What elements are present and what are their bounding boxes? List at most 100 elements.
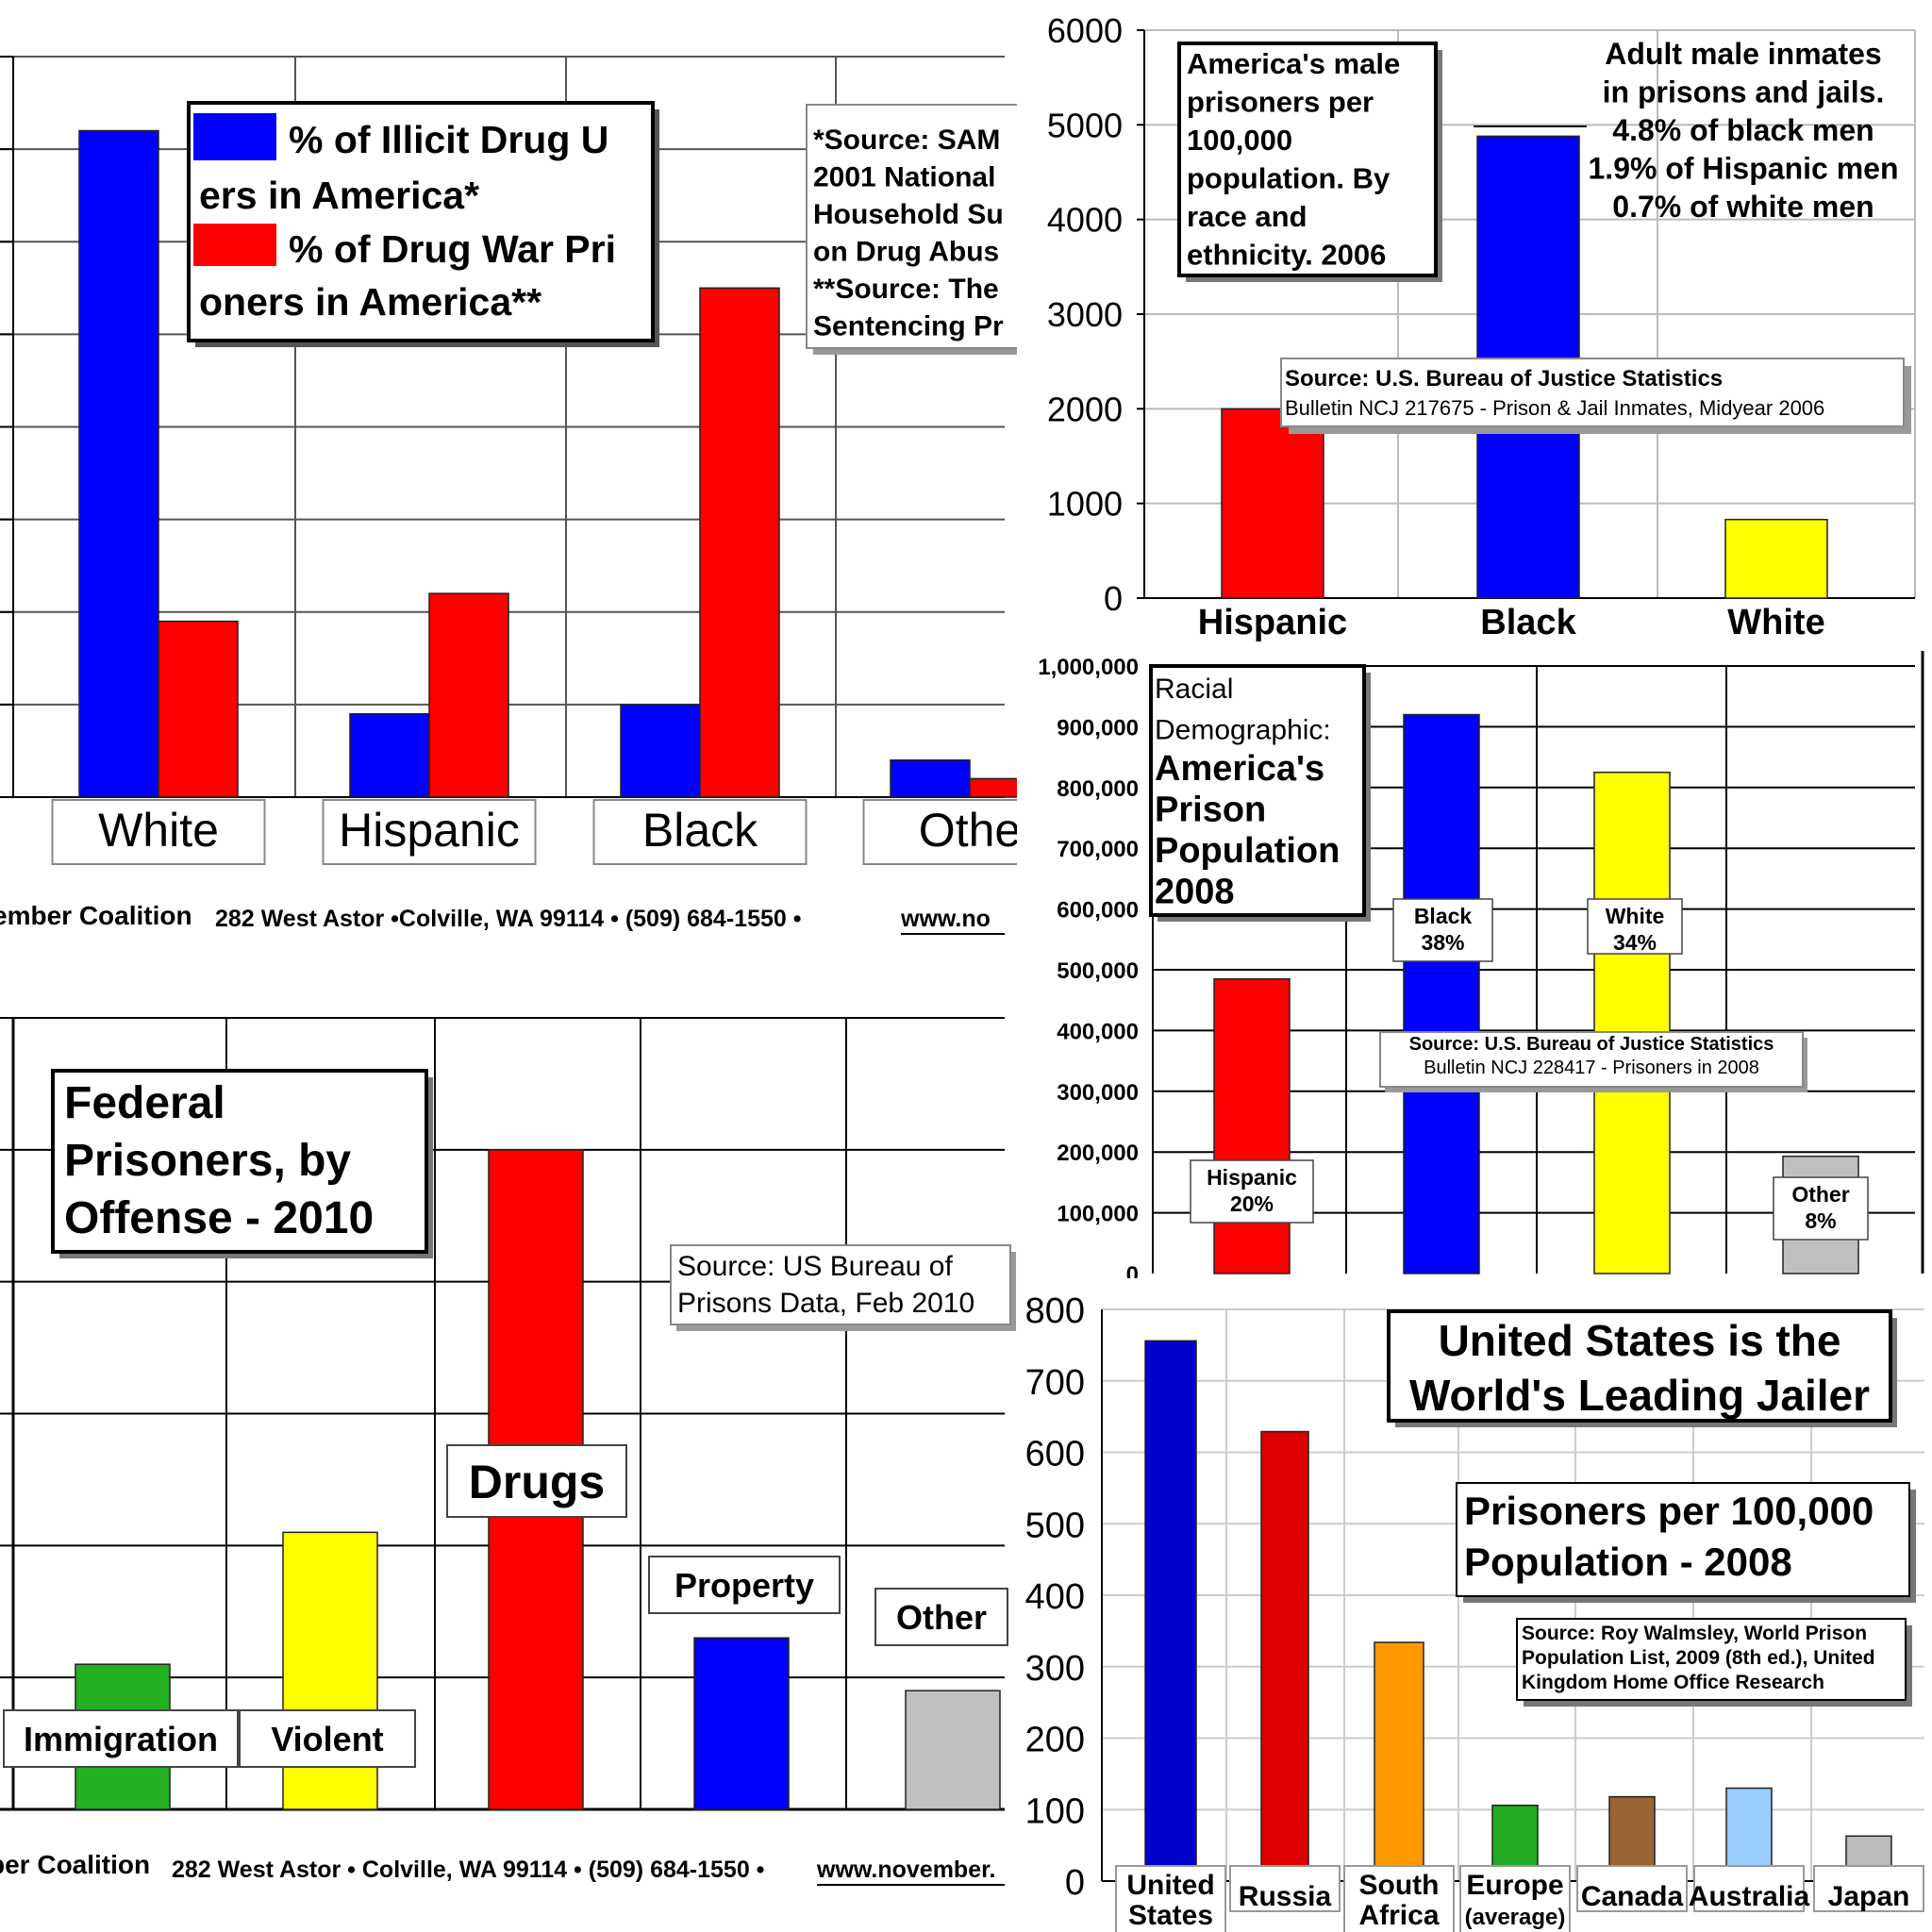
- source-box: [806, 104, 1053, 349]
- y-tick-label: 1000: [1047, 485, 1123, 524]
- footer-logo: ber Coalition: [0, 1850, 150, 1879]
- chart-title-line: Prison: [1155, 791, 1266, 830]
- chart-title-line: America's male: [1187, 47, 1400, 80]
- category-label: Violent: [271, 1720, 383, 1758]
- source-line: Source: U.S. Bureau of Justice Statistic…: [1409, 1034, 1774, 1055]
- footer-logo: ember Coalition: [0, 901, 192, 930]
- data-label-percent: 34%: [1613, 930, 1657, 955]
- legend-entry-drug-prisoners: % of Drug War Pri: [289, 227, 616, 271]
- note-line: 4.8% of black men: [1612, 113, 1874, 147]
- y-tick-label: 200: [1025, 1721, 1085, 1760]
- legend-swatch-red: [193, 224, 276, 266]
- bar-drug-users: [78, 129, 159, 798]
- data-label-category: White: [1606, 904, 1665, 928]
- bar-drug-prisoners: [158, 620, 239, 798]
- country-label-box: [1459, 1865, 1571, 1932]
- source-line: Source: U.S. Bureau of Justice Statistic…: [1285, 366, 1723, 391]
- chart-title-line: population. By: [1187, 162, 1391, 195]
- category-label: Drugs: [469, 1456, 605, 1508]
- category-label-drugs: Drugs: [446, 1444, 627, 1518]
- chart-title: United States is the World's Leading Jail…: [1387, 1309, 1897, 1427]
- country-label: Russia: [1229, 1865, 1341, 1912]
- bar-drug-prisoners: [428, 592, 509, 798]
- category-label-box: [239, 1709, 416, 1768]
- x-tick-label: White: [1727, 603, 1824, 642]
- y-tick-label: 300,000: [1057, 1080, 1139, 1106]
- chart-title: America's male prisoners per 100,000 popula…: [1177, 42, 1442, 282]
- bar-country: [1144, 1340, 1197, 1882]
- chart-title-line: ethnicity. 2006: [1187, 239, 1386, 272]
- source-line: *Source: SAM: [813, 125, 1000, 156]
- y-tick-label: 100,000: [1057, 1202, 1139, 1227]
- note-line: in prisons and jails.: [1603, 75, 1885, 109]
- chart-title-line: Demographic:: [1155, 715, 1331, 746]
- data-label-box: [1392, 898, 1493, 962]
- x-label-box: [322, 799, 537, 865]
- data-label-percent: 20%: [1230, 1191, 1274, 1216]
- chart-title-line: Population: [1155, 831, 1340, 871]
- source-box: [1379, 1031, 1804, 1088]
- category-label-box: [648, 1556, 841, 1614]
- data-label-percent: 8%: [1805, 1208, 1836, 1233]
- data-label-category: Hispanic: [1207, 1165, 1297, 1190]
- x-tick-label: Black: [642, 804, 758, 857]
- source-note-line: Population List, 2009 (8th ed.), United: [1522, 1647, 1875, 1669]
- panel-male-prisoners-chart: 0 1000 2000 3000 4000 5000 6000 Hispanic Black Wh…: [1017, 0, 1932, 642]
- footer-url: www.november.: [816, 1857, 995, 1883]
- category-label: Immigration: [24, 1720, 218, 1758]
- x-tick-label: Othe: [919, 804, 1021, 857]
- x-tick-label: Africa: [1358, 1900, 1439, 1931]
- panel-federal-offense-chart: Immigration Violent Drugs Property Other Fede…: [0, 981, 1016, 1932]
- category-label: Property: [675, 1566, 814, 1605]
- bar-white: [1724, 518, 1828, 599]
- chart-title-box: [1149, 664, 1366, 917]
- bar-drug-users: [349, 712, 430, 798]
- footer-address: 282 West Astor • Colville, WA 99114 • (5…: [172, 1857, 764, 1883]
- panel-racial-demographic-chart: 0100,000200,000300,000400,000500,000600,…: [1017, 646, 1932, 1288]
- chart-title-line: prisoners per: [1187, 86, 1374, 119]
- source-line: Sentencing Pr: [813, 311, 1004, 342]
- chart-title-line: Prisoners, by: [64, 1136, 351, 1186]
- category-label-box: [446, 1444, 627, 1518]
- y-tick-label: 0: [1065, 1863, 1085, 1903]
- bar-drug-users: [890, 759, 971, 798]
- chart-subtitle-line: Prisoners per 100,000: [1464, 1489, 1874, 1533]
- x-label-box: [592, 799, 808, 865]
- y-tick-label: 3000: [1047, 295, 1123, 334]
- y-tick-label: 500,000: [1057, 958, 1139, 984]
- legend: % of Illicit Drug U ers in America* % of D…: [187, 101, 659, 347]
- source-note-line: Source: Roy Walmsley, World Prison: [1522, 1623, 1867, 1644]
- y-tick-label: 700,000: [1057, 837, 1139, 862]
- chart-subtitle-line: Population - 2008: [1464, 1540, 1792, 1584]
- y-tick-label: 800,000: [1057, 776, 1139, 802]
- chart-title-line: Offense - 2010: [64, 1193, 374, 1243]
- chart-title-line: Racial: [1155, 674, 1233, 705]
- country-label: Japan: [1813, 1865, 1924, 1912]
- x-tick-label: Hispanic: [339, 804, 520, 857]
- x-label-box: [51, 799, 266, 865]
- note-line: 0.7% of white men: [1612, 190, 1874, 224]
- x-tick-label: Russia: [1239, 1881, 1332, 1912]
- category-label-violent: Violent: [239, 1709, 416, 1768]
- country-label: Europe (average): [1459, 1865, 1571, 1932]
- category-label-other: Other: [874, 1588, 1008, 1646]
- y-tick-label: 0: [1104, 579, 1123, 618]
- chart-title-line: United States is the: [1439, 1316, 1841, 1365]
- note-line: 1.9% of Hispanic men: [1589, 152, 1899, 186]
- y-tick-label: 6000: [1047, 11, 1123, 50]
- y-tick-label: 5000: [1047, 106, 1123, 144]
- y-tick-label: 800: [1025, 1291, 1085, 1331]
- legend-entry-drug-users: % of Illicit Drug U: [289, 118, 608, 161]
- y-tick-label: 400: [1025, 1577, 1085, 1617]
- x-tick-label: South: [1359, 1870, 1440, 1901]
- category-label-immigration: Immigration: [3, 1709, 239, 1768]
- y-tick-label: 100: [1025, 1791, 1085, 1831]
- source-note: Source: Roy Walmsley, World Prison Popula…: [1516, 1618, 1912, 1707]
- x-tick-label: Black: [1480, 603, 1576, 642]
- chart-subtitle-box: [1456, 1482, 1910, 1597]
